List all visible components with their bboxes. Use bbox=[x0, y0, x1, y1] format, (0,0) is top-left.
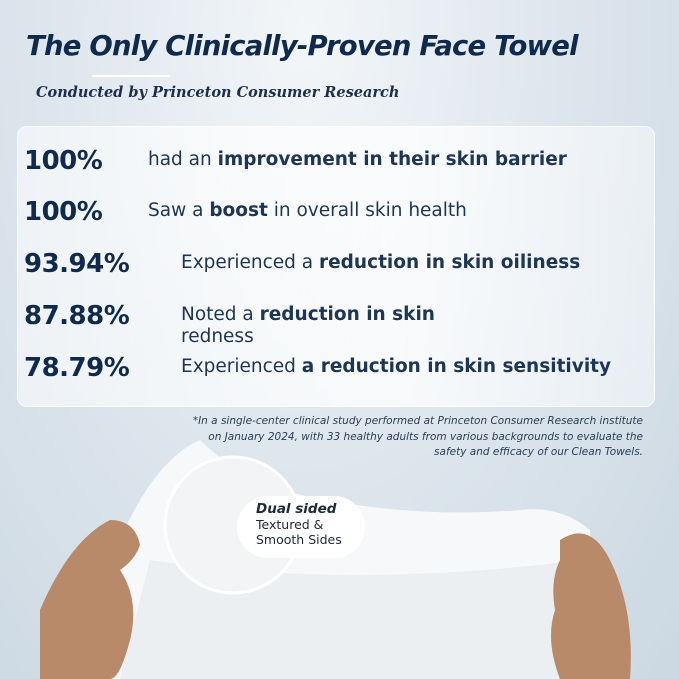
stat-value: 87.88% bbox=[24, 301, 130, 331]
dual-sided-callout: Dual sided Textured & Smooth Sides bbox=[237, 496, 365, 558]
stat-row: 100% had an improvement in their skin ba… bbox=[24, 146, 567, 176]
stat-text: Experienced a reduction in skin sensitiv… bbox=[181, 356, 612, 377]
stat-text: Experienced a reduction in skin oiliness bbox=[181, 252, 581, 273]
stat-text: Noted a reduction in skin redness bbox=[181, 304, 435, 347]
title-divider bbox=[92, 75, 170, 77]
stat-value: 78.79% bbox=[24, 353, 130, 383]
stats-panel bbox=[17, 126, 655, 407]
stat-value: 100% bbox=[24, 146, 103, 176]
stat-row: 93.94% Experienced a reduction in skin o… bbox=[24, 249, 580, 279]
footnote: *In a single-center clinical study perfo… bbox=[192, 415, 643, 458]
left-hand bbox=[40, 520, 140, 679]
stat-row: 100% Saw a boost in overall skin health bbox=[24, 197, 467, 227]
callout-line: Smooth Sides bbox=[256, 532, 342, 547]
callout-line: Textured & bbox=[256, 517, 324, 532]
subtitle: Conducted by Princeton Consumer Research bbox=[36, 84, 400, 101]
stat-text: had an improvement in their skin barrier bbox=[148, 149, 567, 170]
callout-heading: Dual sided bbox=[256, 501, 337, 517]
stat-row: 87.88% Noted a reduction in skin redness bbox=[24, 301, 435, 348]
page-title: The Only Clinically-Proven Face Towel bbox=[26, 30, 579, 62]
right-hand bbox=[551, 533, 631, 679]
stat-text: Saw a boost in overall skin health bbox=[148, 200, 467, 221]
stat-value: 100% bbox=[24, 197, 103, 227]
stat-value: 93.94% bbox=[24, 249, 130, 279]
stat-row: 78.79% Experienced a reduction in skin s… bbox=[24, 353, 611, 383]
